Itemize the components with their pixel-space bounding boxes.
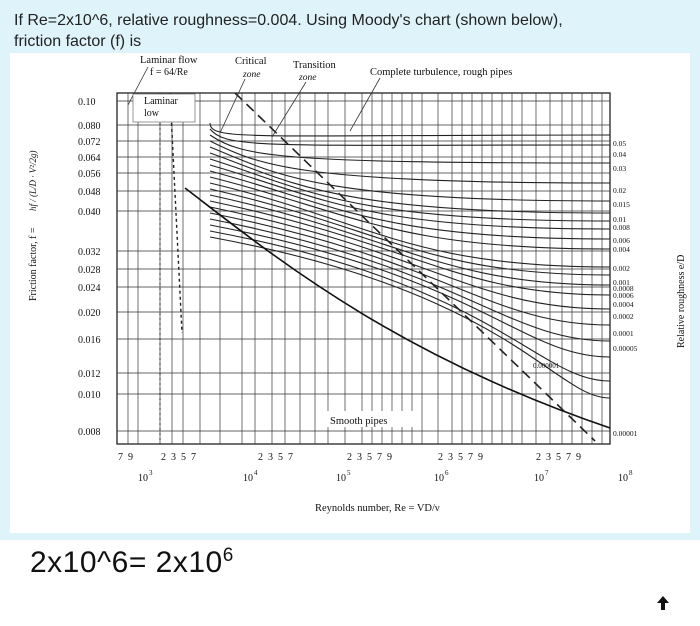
- roughness-label: 0.05: [613, 139, 626, 148]
- scroll-to-top-button[interactable]: [650, 590, 676, 616]
- x-minor-group-4: 2 3 5 7 9: [347, 452, 392, 463]
- y-tick-label: 0.028: [78, 265, 101, 276]
- roughness-label: 0.015: [613, 200, 630, 209]
- zone-laminar-formula: f = 64/Re: [150, 67, 188, 78]
- smooth-pipes-label: Smooth pipes: [330, 416, 387, 427]
- y-tick-label: 0.10: [78, 97, 96, 108]
- roughness-label: 0.001: [613, 278, 630, 287]
- x-minor-group-3: 2 3 5 7: [258, 452, 293, 463]
- roughness-label: 0.002: [613, 264, 630, 273]
- roughness-label: 0.04: [613, 150, 626, 159]
- zone-transition-label: Transition: [293, 60, 337, 71]
- roughness-label: 0.0001: [613, 329, 634, 338]
- arrow-up-icon: [657, 596, 669, 610]
- question-line-1: If Re=2x10^6, relative roughness=0.004. …: [14, 12, 563, 29]
- y-tick-label: 0.048: [78, 187, 101, 198]
- answer-exponent: 6: [222, 545, 234, 566]
- zone-transition-sub: zone: [298, 73, 316, 83]
- y-tick-label: 0.016: [78, 335, 101, 346]
- x-decade-label: 10: [534, 473, 544, 484]
- moody-chart: Laminar flow f = 64/Re Critical zone Tra…: [10, 53, 690, 533]
- y-tick-label: 0.024: [78, 283, 101, 294]
- roughness-label: 0.0004: [613, 300, 634, 309]
- question-text: If Re=2x10^6, relative roughness=0.004. …: [14, 10, 563, 52]
- x-minor-group-6: 2 3 5 7 9: [536, 452, 581, 463]
- x-decade-exponent: 7: [545, 469, 549, 477]
- answer-main: 2x10^6= 2x10: [30, 546, 223, 579]
- x-decade-label: 10: [243, 473, 253, 484]
- x-decade-exponent: 5: [347, 469, 351, 477]
- x-decade-label: 10: [138, 473, 148, 484]
- right-axis-label: Relative roughness e/D: [676, 255, 687, 348]
- transition-boundary-line: [234, 92, 596, 442]
- x-decade-exponent: 8: [629, 469, 633, 477]
- y-tick-label: 0.008: [78, 427, 101, 438]
- grid-lines: [117, 93, 610, 444]
- roughness-label: 0.03: [613, 164, 626, 173]
- x-decade-exponent: 4: [254, 469, 258, 477]
- y-tick-label: 0.064: [78, 153, 101, 164]
- y-tick-label: 0.012: [78, 369, 101, 380]
- y-tick-labels: 0.10 0.080 0.072 0.064 0.056 0.048 0.040 0.032 0…: [78, 97, 101, 438]
- roughness-labels: 0.05 0.04 0.03 0.02 0.015 0.010.008 0.0060.004…: [533, 139, 638, 438]
- y-tick-label: 0.080: [78, 121, 101, 132]
- x-decade-exponent: 6: [445, 469, 449, 477]
- roughness-label: 0.02: [613, 186, 626, 195]
- x-minor-group-5: 2 3 5 7 9: [438, 452, 483, 463]
- roughness-label: 0.00005: [613, 344, 638, 353]
- roughness-label: 0.0008: [613, 284, 634, 293]
- y-axis-formula: hf / (L/D · V²/2g): [28, 151, 38, 211]
- y-tick-label: 0.040: [78, 207, 101, 218]
- roughness-label: 0.00001: [613, 429, 638, 438]
- roughness-label: 0.0006: [613, 291, 634, 300]
- laminar-line: [169, 92, 183, 334]
- roughness-label: 0.006: [613, 236, 630, 245]
- x-minor-group-1: 7 9: [118, 452, 133, 463]
- zone-complete-label: Complete turbulence, rough pipes: [370, 67, 512, 78]
- x-decade-exponent: 3: [149, 469, 153, 477]
- y-tick-label: 0.020: [78, 308, 101, 319]
- x-minor-group-2: 2 3 5 7: [161, 452, 196, 463]
- moody-chart-svg: Laminar flow f = 64/Re Critical zone Tra…: [28, 55, 687, 514]
- x-decade-label: 10: [618, 473, 628, 484]
- roughness-label: 0.0002: [613, 312, 634, 321]
- y-tick-label: 0.072: [78, 137, 101, 148]
- y-axis-label: Friction factor, f =: [28, 227, 39, 301]
- answer-text: 2x10^6= 2x106: [30, 546, 234, 580]
- zone-critical-label: Critical: [235, 56, 267, 67]
- y-tick-label: 0.056: [78, 169, 101, 180]
- friction-curves: [184, 122, 611, 429]
- question-panel: If Re=2x10^6, relative roughness=0.004. …: [0, 0, 700, 540]
- laminar-box: [132, 93, 196, 123]
- y-tick-label: 0.010: [78, 390, 101, 401]
- question-line-2: friction factor (f) is: [14, 33, 142, 50]
- roughness-label: 0.01: [613, 215, 626, 224]
- roughness-label: 0.008: [613, 223, 630, 232]
- zone-critical-sub: zone: [242, 70, 260, 80]
- x-decade-labels: 10 3 10 4 10 5 10 6 10 7 10 8: [138, 469, 633, 484]
- x-decade-label: 10: [434, 473, 444, 484]
- y-tick-label: 0.032: [78, 247, 101, 258]
- plot-frame: [116, 92, 611, 445]
- laminar-box-line1: Laminar: [144, 96, 179, 107]
- x-axis-label: Reynolds number, Re = VD/ν: [315, 503, 440, 514]
- zone-laminar-label: Laminar flow: [140, 55, 198, 66]
- roughness-label: 0.000001: [533, 362, 560, 370]
- roughness-label: 0.004: [613, 245, 630, 254]
- x-decade-label: 10: [336, 473, 346, 484]
- laminar-box-line2: low: [144, 108, 160, 119]
